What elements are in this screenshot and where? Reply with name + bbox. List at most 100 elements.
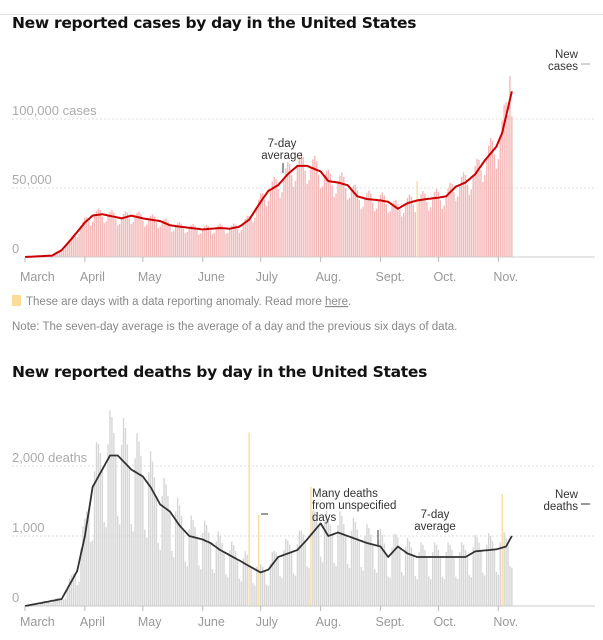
daily-bar <box>377 200 380 257</box>
daily-bar <box>433 192 436 257</box>
daily-bar <box>285 168 287 257</box>
daily-bar <box>489 535 492 606</box>
daily-bar <box>499 137 501 257</box>
daily-bar <box>327 169 330 257</box>
daily-bar <box>358 540 360 606</box>
daily-bar <box>337 182 339 257</box>
daily-bar <box>101 216 103 257</box>
daily-bar <box>138 441 140 606</box>
daily-bar <box>182 228 185 257</box>
daily-bar <box>176 223 179 257</box>
read-more-link[interactable]: here <box>325 296 348 308</box>
daily-bar <box>290 552 293 606</box>
daily-bar <box>128 218 131 257</box>
daily-bar <box>163 477 165 606</box>
daily-bar <box>426 201 428 257</box>
daily-bar <box>109 211 111 257</box>
daily-bar <box>89 225 92 257</box>
daily-bar <box>308 180 310 257</box>
daily-bar <box>211 234 214 257</box>
anomaly-legend-text: These are days with a data reporting ano… <box>26 296 325 308</box>
daily-bar <box>173 557 175 606</box>
daily-bar <box>223 229 225 257</box>
daily-bar <box>406 537 409 606</box>
deaths-chart: 0 1,000 2,000 deaths March April May June July A… <box>12 410 595 629</box>
daily-bar <box>350 189 353 257</box>
daily-bar <box>480 170 482 257</box>
daily-bar <box>118 524 121 606</box>
daily-bar <box>373 569 376 606</box>
daily-bar <box>229 228 231 257</box>
daily-bar <box>451 183 453 257</box>
daily-bar <box>146 537 148 606</box>
daily-bar <box>287 540 289 606</box>
y-tick-label: 1,000 <box>12 520 45 535</box>
daily-bar <box>404 546 407 606</box>
daily-bar <box>238 578 241 606</box>
daily-bar <box>207 532 210 606</box>
daily-bar <box>244 219 246 257</box>
daily-bar <box>190 225 192 257</box>
daily-bar <box>99 210 102 257</box>
daily-bar <box>484 575 486 606</box>
daily-bar <box>503 532 505 606</box>
daily-bar <box>120 218 123 257</box>
x-tick-label: July <box>256 270 279 284</box>
daily-bar <box>147 219 150 257</box>
daily-bar <box>55 253 57 257</box>
daily-bar <box>122 418 125 606</box>
daily-bar <box>146 224 148 257</box>
daily-bar <box>176 497 179 606</box>
daily-bar <box>279 197 281 257</box>
daily-bar <box>468 194 471 257</box>
daily-bar <box>462 172 465 257</box>
x-tick-label: Sept. <box>375 615 404 629</box>
daily-bar <box>219 223 221 257</box>
daily-bar <box>76 585 78 606</box>
daily-bar <box>53 254 55 257</box>
daily-bar <box>501 120 503 257</box>
daily-bar <box>258 199 260 257</box>
daily-bar <box>489 137 492 257</box>
daily-bar <box>447 542 449 606</box>
daily-bar <box>128 467 131 606</box>
daily-bar <box>86 217 88 257</box>
daily-bar <box>437 549 440 606</box>
daily-bar <box>321 562 324 606</box>
daily-bar <box>418 552 420 606</box>
daily-bar <box>430 579 432 606</box>
seven-day-average-line <box>24 454 513 607</box>
daily-bar <box>134 216 136 257</box>
daily-bar <box>428 210 430 257</box>
daily-bar <box>509 76 511 257</box>
daily-bar <box>62 249 65 257</box>
daily-bar <box>134 458 136 606</box>
daily-bar <box>136 433 138 606</box>
daily-bar <box>294 180 297 257</box>
daily-bar <box>449 544 451 606</box>
daily-bar <box>225 574 227 606</box>
daily-bar <box>379 194 382 257</box>
daily-bar <box>57 251 59 257</box>
daily-bar <box>470 577 472 606</box>
daily-bar <box>300 152 302 257</box>
daily-bar <box>414 212 416 257</box>
daily-bar <box>88 220 90 257</box>
daily-bar <box>126 212 129 257</box>
daily-bar <box>200 569 202 606</box>
new-deaths-annotation: deaths <box>543 501 578 513</box>
daily-bar <box>350 530 353 606</box>
daily-bar <box>211 569 214 606</box>
daily-bar <box>441 576 444 606</box>
daily-bar <box>319 188 322 257</box>
daily-bar <box>459 552 461 606</box>
daily-bar <box>180 515 183 606</box>
daily-bar <box>348 197 351 257</box>
daily-bar <box>213 232 216 257</box>
x-tick-label: Sept. <box>375 270 404 284</box>
daily-bar <box>167 221 169 257</box>
daily-bar <box>84 217 86 257</box>
daily-bar <box>466 555 469 606</box>
daily-bar <box>356 190 359 257</box>
daily-bar <box>203 520 206 606</box>
